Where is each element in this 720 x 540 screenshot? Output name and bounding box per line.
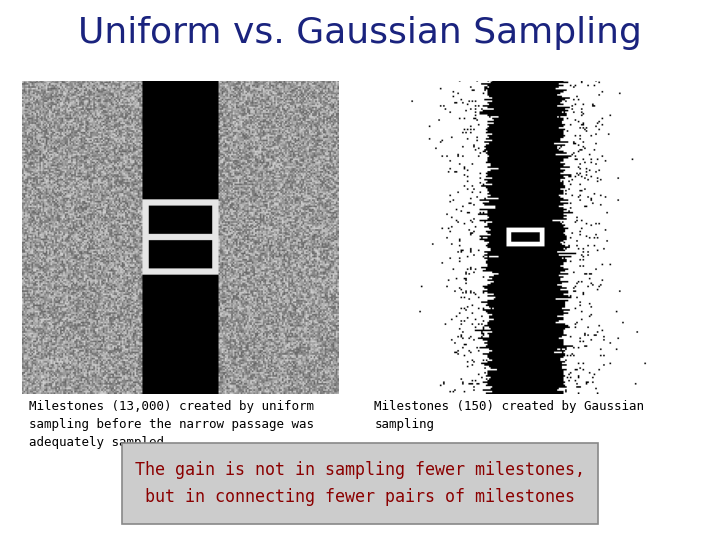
Text: Uniform vs. Gaussian Sampling: Uniform vs. Gaussian Sampling [78, 16, 642, 50]
Text: Milestones (150) created by Gaussian
sampling: Milestones (150) created by Gaussian sam… [374, 400, 644, 430]
Text: The gain is not in sampling fewer milestones,
but in connecting fewer pairs of m: The gain is not in sampling fewer milest… [135, 461, 585, 505]
Text: Milestones (13,000) created by uniform
sampling before the narrow passage was
ad: Milestones (13,000) created by uniform s… [29, 400, 314, 449]
FancyBboxPatch shape [122, 443, 598, 524]
